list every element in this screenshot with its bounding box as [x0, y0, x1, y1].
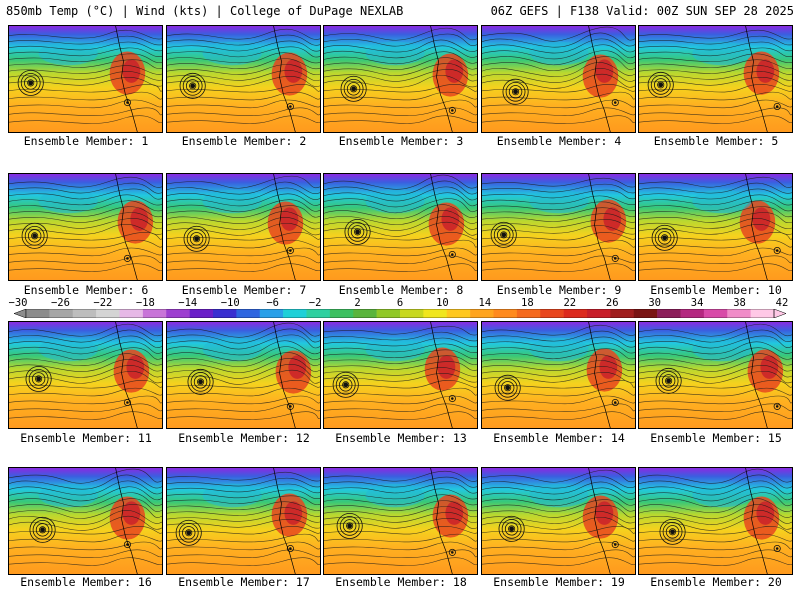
colorbar-swatch: [283, 309, 307, 318]
colorbar-swatch: [680, 309, 705, 318]
colorbar-tick-label: −6: [266, 297, 279, 309]
ensemble-member-map: [323, 25, 478, 133]
colorbar-swatch: [400, 309, 424, 318]
colorbar-swatch: [376, 309, 401, 318]
colorbar-swatch: [72, 309, 97, 318]
ensemble-member-label: Ensemble Member: 6: [23, 283, 149, 297]
colorbar-swatch: [750, 309, 775, 318]
colorbar-swatch: [142, 309, 167, 318]
ensemble-member-map: [323, 173, 478, 281]
ensemble-member-label: Ensemble Member: 19: [493, 575, 625, 589]
colorbar-swatch: [353, 309, 377, 318]
ensemble-member-map: [481, 25, 636, 133]
colorbar-swatch: [259, 309, 284, 318]
ensemble-member-label: Ensemble Member: 3: [338, 134, 464, 148]
ensemble-member-label: Ensemble Member: 15: [650, 431, 782, 445]
colorbar-swatch: [446, 309, 471, 318]
colorbar-tick-label: −22: [93, 297, 113, 309]
colorbar-swatch: [213, 309, 237, 318]
colorbar-swatch: [189, 309, 214, 318]
ensemble-member-map: [638, 173, 793, 281]
ensemble-member-map: [166, 173, 321, 281]
ensemble-member-map: [638, 321, 793, 429]
colorbar-swatch: [587, 309, 611, 318]
ensemble-member-label: Ensemble Member: 11: [20, 431, 152, 445]
ensemble-member-label: Ensemble Member: 20: [650, 575, 782, 589]
ensemble-member-label: Ensemble Member: 13: [335, 431, 467, 445]
ensemble-member-map: [166, 25, 321, 133]
ensemble-member-label: Ensemble Member: 1: [23, 134, 149, 148]
colorbar-tick-label: 6: [396, 297, 404, 309]
colorbar-tick-label: 34: [690, 297, 704, 309]
ensemble-member-map: [638, 25, 793, 133]
ensemble-member-label: Ensemble Member: 16: [20, 575, 152, 589]
colorbar-swatch: [540, 309, 564, 318]
colorbar-tick-label: 26: [605, 297, 619, 309]
colorbar-swatch: [727, 309, 751, 318]
colorbar-tick-label: −30: [8, 297, 28, 309]
ensemble-member-map: [8, 173, 163, 281]
ensemble-member-map: [8, 321, 163, 429]
colorbar-tick-label: −18: [135, 297, 155, 309]
colorbar-swatch: [306, 309, 331, 318]
colorbar-swatch: [703, 309, 728, 318]
colorbar-tick-label: −26: [50, 297, 70, 309]
colorbar-swatch: [423, 309, 448, 318]
ensemble-member-label: Ensemble Member: 14: [493, 431, 625, 445]
colorbar-swatch: [119, 309, 144, 318]
colorbar-swatch: [633, 309, 658, 318]
colorbar-swatch: [493, 309, 518, 318]
colorbar-tick-label: 14: [478, 297, 492, 309]
ensemble-member-map: [481, 321, 636, 429]
ensemble-member-label: Ensemble Member: 18: [335, 575, 467, 589]
colorbar-swatch: [329, 309, 354, 318]
colorbar-swatch: [49, 309, 74, 318]
ensemble-member-map: [323, 321, 478, 429]
ensemble-member-label: Ensemble Member: 9: [496, 283, 622, 297]
ensemble-member-map: [8, 25, 163, 133]
colorbar-tick-label: −14: [178, 297, 198, 309]
colorbar-swatch: [236, 309, 261, 318]
map-title: 850mb Temp (°C) | Wind (kts) | College o…: [6, 4, 404, 18]
ensemble-member-map: [166, 467, 321, 575]
colorbar-swatch: [657, 309, 681, 318]
ensemble-member-label: Ensemble Member: 17: [178, 575, 310, 589]
ensemble-member-map: [8, 467, 163, 575]
colorbar-tick-labels: −30 −26 −22 −18 −14 −10 −6 −2 2 6 10 14 18 22 26 30 34 38…: [9, 297, 789, 309]
ensemble-member-map: [166, 321, 321, 429]
colorbar-arrow-right: [773, 309, 786, 318]
ensemble-member-label: Ensemble Member: 7: [181, 283, 307, 297]
colorbar-swatch: [26, 309, 50, 318]
colorbar-swatch: [563, 309, 588, 318]
colorbar-swatch: [516, 309, 541, 318]
colorbar-tick-label: 18: [521, 297, 534, 309]
ensemble-member-label: Ensemble Member: 4: [496, 134, 622, 148]
colorbar-tick-label: 42: [775, 297, 789, 309]
colorbar-tick-label: −10: [220, 297, 240, 309]
ensemble-member-map: [481, 467, 636, 575]
colorbar-swatch: [166, 309, 190, 318]
ensemble-member-label: Ensemble Member: 8: [338, 283, 464, 297]
ensemble-member-map: [323, 467, 478, 575]
colorbar-tick-label: 10: [436, 297, 449, 309]
colorbar-tick-label: −2: [308, 297, 322, 309]
colorbar-tick-label: 30: [648, 297, 661, 309]
model-run-info: 06Z GEFS | F138 Valid: 00Z SUN SEP 28 20…: [490, 4, 794, 18]
colorbar-swatch: [470, 309, 494, 318]
ensemble-member-label: Ensemble Member: 2: [181, 134, 307, 148]
ensemble-member-label: Ensemble Member: 5: [653, 134, 779, 148]
ensemble-member-label: Ensemble Member: 10: [650, 283, 782, 297]
colorbar-tick-label: 2: [354, 297, 361, 309]
ensemble-member-map: [481, 173, 636, 281]
temperature-colorbar: [14, 309, 786, 318]
colorbar-swatch: [610, 309, 635, 318]
colorbar-arrow-left: [14, 309, 27, 318]
ensemble-member-map: [638, 467, 793, 575]
colorbar-swatch: [96, 309, 120, 318]
ensemble-member-label: Ensemble Member: 12: [178, 431, 310, 445]
colorbar-tick-label: 38: [733, 297, 746, 309]
colorbar-tick-label: 22: [563, 297, 577, 309]
